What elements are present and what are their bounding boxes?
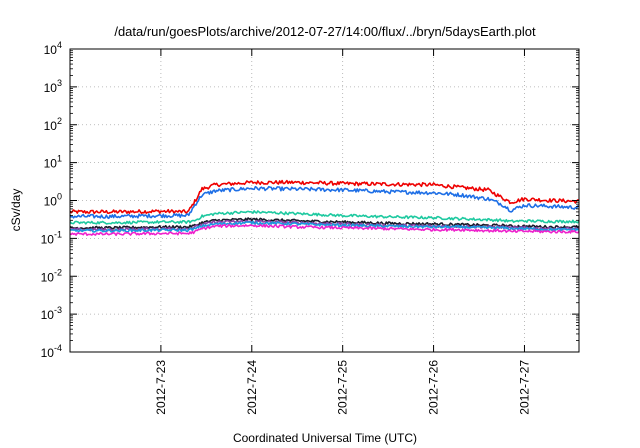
x-tick-label: 2012-7-23 xyxy=(154,360,168,415)
y-tick-label: 10-4 xyxy=(41,343,62,360)
series-line xyxy=(69,210,580,225)
series-line xyxy=(69,220,580,233)
y-tick-label: 100 xyxy=(44,192,62,209)
series-line xyxy=(69,223,580,237)
x-tick-label: 2012-7-25 xyxy=(336,360,350,415)
y-tick-label: 10-3 xyxy=(41,305,62,322)
x-tick-label: 2012-7-24 xyxy=(245,360,259,415)
x-axis: 2012-7-23 2012-7-24 2012-7-25 2012-7-26 2012… xyxy=(154,49,531,415)
series-layer xyxy=(69,179,580,237)
y-tick-label: 102 xyxy=(44,116,62,133)
y-tick-label: 101 xyxy=(44,154,62,171)
y-axis-label: cSv/day xyxy=(9,189,23,232)
y-tick-label: 10-1 xyxy=(41,229,62,246)
y-tick-label: 10-2 xyxy=(41,267,62,284)
series-line xyxy=(69,185,580,220)
x-tick-label: 2012-7-27 xyxy=(517,360,531,415)
chart-title: /data/run/goesPlots/archive/2012-07-27/1… xyxy=(114,24,536,39)
y-axis: 104 103 102 101 100 10-1 10-2 10-3 10-4 xyxy=(41,40,579,360)
y-tick-label: 104 xyxy=(44,40,62,57)
x-axis-label: Coordinated Universal Time (UTC) xyxy=(233,431,417,445)
y-tick-label: 103 xyxy=(44,78,62,95)
series-line xyxy=(69,179,580,215)
grid xyxy=(70,49,579,352)
x-tick-label: 2012-7-26 xyxy=(427,360,441,415)
series-line xyxy=(69,219,580,232)
